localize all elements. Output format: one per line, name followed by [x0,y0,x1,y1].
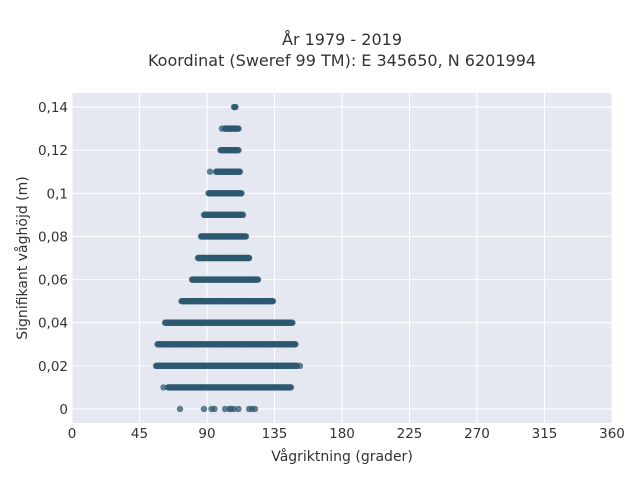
x-tick-label: 0 [68,426,77,442]
data-point [236,168,244,175]
y-axis-ticks: 0 0,02 0,04 0,06 0,08 0,1 0,12 0,14 [38,100,68,418]
data-point [242,233,250,240]
data-point [203,211,211,219]
y-tick-label: 0,02 [38,359,68,375]
data-point [211,405,218,413]
data-point [235,146,242,154]
x-tick-label: 180 [329,426,355,442]
data-point [200,405,208,413]
y-tick-label: 0,08 [38,229,68,245]
data-point [251,405,259,413]
data-point [218,125,226,132]
data-point [269,297,277,305]
y-tick-label: 0,04 [38,316,68,332]
x-axis-ticks: 0 45 90 135 180 225 270 315 360 [68,426,625,442]
data-point [296,362,304,370]
data-point [230,405,238,413]
x-tick-label: 360 [599,426,625,442]
data-point [238,190,245,197]
y-tick-label: 0,12 [38,143,68,159]
grid-lines [71,93,613,423]
data-point [232,103,239,111]
chart-title-line-1: År 1979 - 2019 [282,30,402,49]
data-point [239,211,247,219]
x-tick-label: 270 [464,426,490,442]
data-point [176,405,184,413]
y-tick-label: 0,1 [47,186,68,202]
data-point [221,405,229,413]
data-point [235,125,242,132]
y-tick-label: 0,06 [38,273,68,289]
y-tick-label: 0,14 [38,100,68,116]
data-point [254,276,262,283]
x-tick-label: 315 [532,426,558,442]
x-tick-label: 225 [397,426,423,442]
data-point [245,254,253,262]
data-point [206,168,214,175]
data-point [235,405,242,413]
data-point [289,319,296,326]
x-tick-label: 135 [262,426,288,442]
data-points [152,103,304,413]
x-tick-label: 45 [131,426,148,442]
chart-title-line-2: Koordinat (Sweref 99 TM): E 345650, N 62… [148,51,536,70]
x-tick-label: 90 [198,426,215,442]
data-point [292,341,299,348]
data-point [160,384,167,391]
y-axis-label: Signifikant våghöjd (m) [14,176,31,339]
data-point [287,384,295,391]
y-tick-label: 0 [59,402,68,418]
x-axis-label: Vågriktning (grader) [271,448,413,465]
